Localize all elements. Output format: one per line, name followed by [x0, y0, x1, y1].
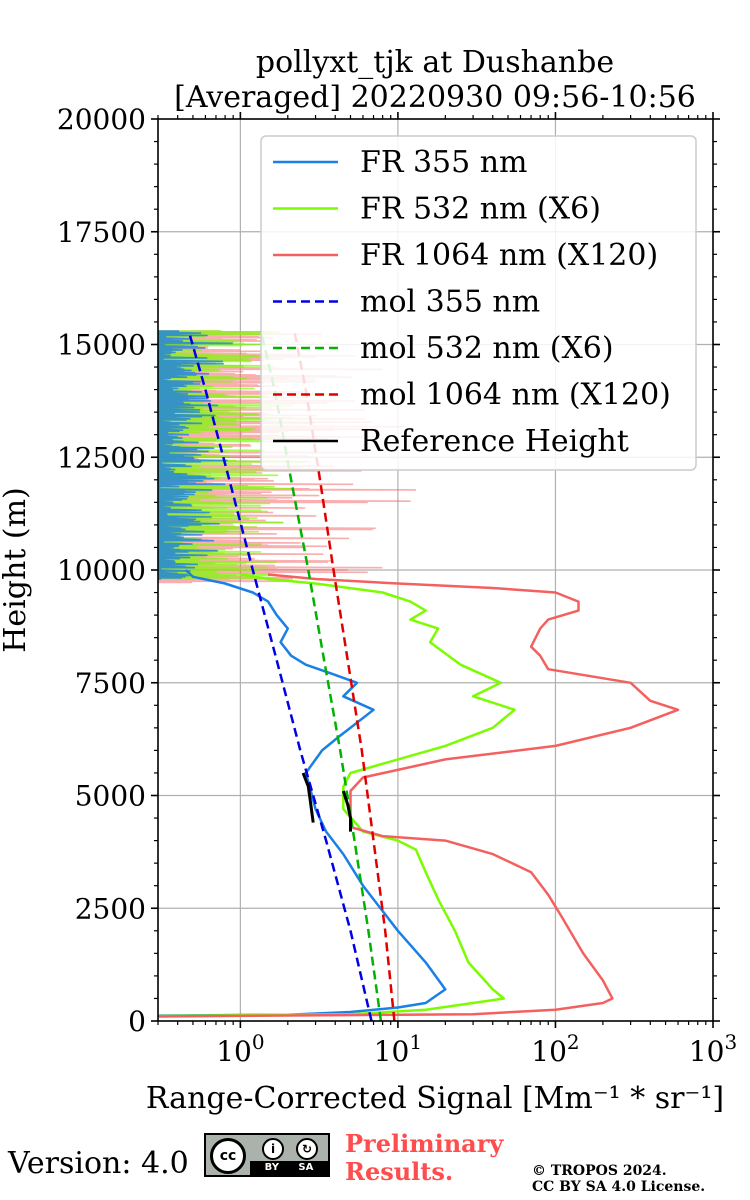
y-tick-label: 17500: [57, 216, 146, 249]
x-tick-label: 103: [689, 1030, 737, 1068]
legend-label: mol 1064 nm (X120): [360, 378, 671, 413]
y-tick-label: 12500: [57, 441, 146, 474]
x-tick-label: 101: [374, 1030, 422, 1068]
x-tick-label: 102: [531, 1030, 579, 1068]
legend-box: [260, 135, 697, 471]
series-line: [158, 573, 680, 1018]
series-line: [158, 573, 516, 1018]
share-alike-icon: ↻: [296, 1138, 318, 1160]
legend-label: mol 355 nm: [360, 285, 540, 320]
chart-title-line2: [Averaged] 20220930 09:56-10:56: [174, 80, 696, 115]
x-tick-label: 100: [216, 1030, 264, 1068]
copyright-line2: CC BY SA 4.0 License.: [532, 1179, 706, 1195]
y-tick-label: 20000: [57, 103, 146, 136]
preliminary-line2: Results.: [345, 1157, 454, 1186]
x-axis-label-text: Range-Corrected Signal [Mm⁻¹ * sr⁻¹]: [146, 1081, 724, 1116]
reference-height-segment: [301, 772, 315, 823]
series-line: [187, 330, 373, 1021]
reference-height-segment: [341, 790, 352, 832]
preliminary-line1: Preliminary: [345, 1129, 504, 1158]
legend-label: FR 355 nm: [360, 145, 528, 180]
noise-band: [158, 330, 233, 580]
y-axis-label: Height (m): [0, 487, 33, 652]
legend-label: FR 1064 nm (X120): [360, 238, 658, 273]
legend-label: mol 532 nm (X6): [360, 331, 614, 366]
y-tick-label: 0: [128, 1005, 146, 1038]
legend: FR 355 nm FR 532 nm (X6) FR 1064 nm (X120)…: [260, 135, 697, 471]
cc-icon: cc: [210, 1138, 246, 1174]
version-text: Version: 4.0: [8, 1146, 189, 1181]
y-tick-label: 7500: [75, 667, 146, 700]
copyright-line1: © TROPOS 2024.: [532, 1163, 667, 1179]
y-tick-label: 10000: [57, 554, 146, 587]
axes: 0 2500 5000 7500 10000 12500 15000 17500 20000 10…: [57, 103, 737, 1068]
chart-title-line1: pollyxt_tjk at Dushanbe: [256, 45, 614, 80]
chart-title: pollyxt_tjk at Dushanbe [Averaged] 20220…: [174, 45, 696, 115]
preliminary-results-note: Preliminary Results.: [345, 1130, 503, 1186]
y-tick-label: 5000: [75, 780, 146, 813]
series-line: [158, 569, 447, 1017]
legend-label: FR 532 nm (X6): [360, 192, 601, 227]
y-tick-label: 15000: [57, 329, 146, 362]
chart: pollyxt_tjk at Dushanbe [Averaged] 20220…: [0, 45, 737, 1116]
by-attribution-icon: i: [262, 1138, 284, 1160]
cc-license-badge[interactable]: cc i ↻ BY SA: [204, 1133, 330, 1177]
x-axis-label: Range-Corrected Signal [Mm⁻¹ * sr⁻¹]: [146, 1081, 724, 1116]
legend-label: Reference Height: [360, 424, 629, 459]
y-tick-label: 2500: [75, 892, 146, 925]
cc-badge-label: BY SA: [250, 1161, 328, 1175]
copyright-note: © TROPOS 2024. CC BY SA 4.0 License.: [532, 1163, 705, 1195]
